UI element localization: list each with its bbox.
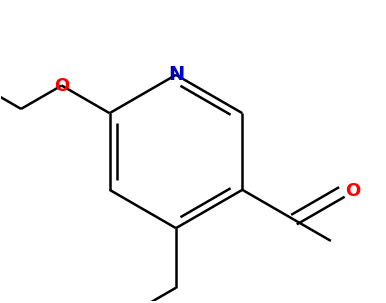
Text: N: N: [168, 65, 184, 84]
Text: O: O: [54, 76, 69, 95]
Text: O: O: [345, 182, 360, 200]
